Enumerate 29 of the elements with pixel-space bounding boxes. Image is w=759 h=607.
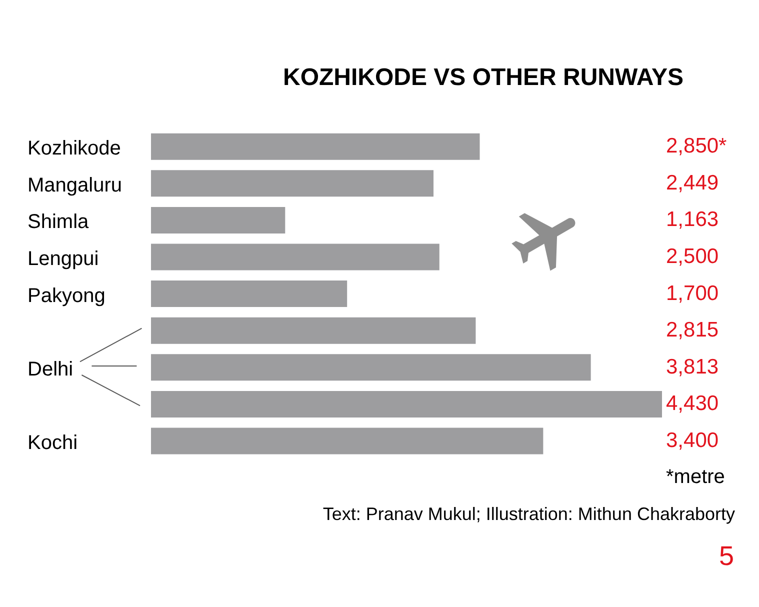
bar: [151, 244, 440, 270]
text: Text: Pranav Mukul; Illustration: Mithun Chakraborty: [322, 504, 735, 524]
text: *metre: [666, 466, 725, 488]
bar: [151, 170, 434, 197]
bar: [151, 354, 591, 381]
bar: [151, 133, 480, 160]
y-tick-label: Shimla: [28, 211, 90, 234]
bar: [151, 390, 662, 418]
bar: [151, 317, 476, 344]
y-tick-label: Mangaluru: [28, 174, 122, 196]
y-tick-label: Kochi: [28, 432, 78, 454]
text: 5: [718, 541, 734, 571]
data-label: 3,400: [666, 429, 719, 452]
data-label: 1,163: [666, 208, 719, 232]
data-label: 4,430: [666, 392, 719, 416]
data-label: 2,500: [666, 245, 719, 268]
bar: [151, 206, 286, 234]
chart-title: KOZHIKODE VS OTHER RUNWAYS: [283, 64, 684, 92]
data-label: 1,700: [666, 282, 719, 305]
y-tick-label: Delhi: [28, 358, 74, 380]
data-label: 2,815: [666, 318, 719, 342]
y-tick-label: Kozhikode: [28, 138, 121, 160]
bar: [151, 280, 348, 308]
y-tick-label: Pakyong: [28, 284, 106, 307]
data-label: 2,449: [666, 171, 719, 194]
y-tick-label: Lengpui: [28, 248, 99, 270]
data-label: 3,813: [666, 355, 719, 378]
data-label: 2,850*: [666, 134, 727, 158]
bar: [151, 428, 544, 454]
